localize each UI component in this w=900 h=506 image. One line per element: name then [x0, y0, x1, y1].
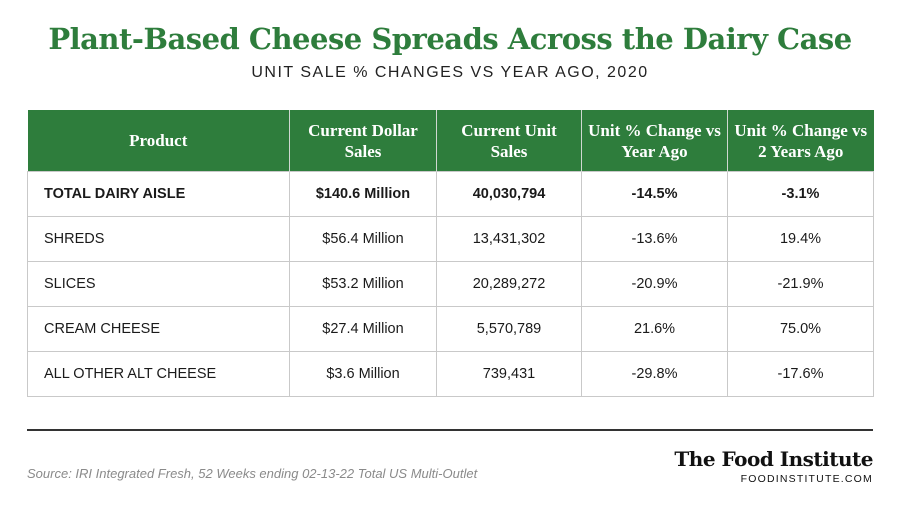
table-row: ALL OTHER ALT CHEESE $3.6 Million 739,43…: [27, 351, 874, 397]
table-cell-product: SHREDS: [27, 216, 290, 262]
page-subtitle: UNIT SALE % CHANGES VS YEAR AGO, 2020: [251, 64, 649, 81]
table-cell-unit-sales: 20,289,272: [436, 261, 582, 307]
table-row-total: TOTAL DAIRY AISLE $140.6 Million 40,030,…: [27, 171, 874, 217]
table-cell-product: CREAM CHEESE: [27, 306, 290, 352]
table-cell-change-year-ago: -13.6%: [581, 216, 728, 262]
table-cell-unit-sales: 5,570,789: [436, 306, 582, 352]
table-cell-change-year-ago: -20.9%: [581, 261, 728, 307]
table-cell-change-2-years-ago: -21.9%: [727, 261, 874, 307]
footer-divider: [27, 429, 873, 431]
table-cell-product: TOTAL DAIRY AISLE: [27, 171, 290, 217]
table-cell-unit-sales: 13,431,302: [436, 216, 582, 262]
source-note: Source: IRI Integrated Fresh, 52 Weeks e…: [27, 466, 478, 481]
table-cell-dollar-sales: $53.2 Million: [289, 261, 437, 307]
table-cell-dollar-sales: $3.6 Million: [289, 351, 437, 397]
table-cell-product: SLICES: [27, 261, 290, 307]
table-header-row: Product Current Dollar Sales Current Uni…: [27, 110, 874, 172]
brand-url: FOODINSTITUTE.COM: [740, 473, 873, 485]
table-cell-unit-sales: 40,030,794: [436, 171, 582, 217]
brand-name: The Food Institute: [674, 447, 873, 471]
table-row: SLICES $53.2 Million 20,289,272 -20.9% -…: [27, 261, 874, 307]
table-cell-dollar-sales: $56.4 Million: [289, 216, 437, 262]
table-cell-change-2-years-ago: -17.6%: [727, 351, 874, 397]
table-cell-product: ALL OTHER ALT CHEESE: [27, 351, 290, 397]
column-header-change-year-ago: Unit % Change vs Year Ago: [581, 110, 728, 172]
table-row: CREAM CHEESE $27.4 Million 5,570,789 21.…: [27, 306, 874, 352]
table-cell-change-2-years-ago: -3.1%: [727, 171, 874, 217]
brand-logo: The Food Institute FOODINSTITUTE.COM: [674, 447, 873, 485]
table-row: SHREDS $56.4 Million 13,431,302 -13.6% 1…: [27, 216, 874, 262]
column-header-dollar-sales: Current Dollar Sales: [289, 110, 437, 172]
table-cell-change-2-years-ago: 75.0%: [727, 306, 874, 352]
table-cell-change-year-ago: -14.5%: [581, 171, 728, 217]
table-cell-change-year-ago: -29.8%: [581, 351, 728, 397]
table-cell-dollar-sales: $140.6 Million: [289, 171, 437, 217]
table-cell-change-2-years-ago: 19.4%: [727, 216, 874, 262]
column-header-product: Product: [27, 110, 290, 172]
column-header-unit-sales: Current Unit Sales: [436, 110, 582, 172]
table-cell-dollar-sales: $27.4 Million: [289, 306, 437, 352]
column-header-change-2-years-ago: Unit % Change vs 2 Years Ago: [727, 110, 874, 172]
table-cell-change-year-ago: 21.6%: [581, 306, 728, 352]
table-cell-unit-sales: 739,431: [436, 351, 582, 397]
sales-table: Product Current Dollar Sales Current Uni…: [27, 110, 874, 397]
page-title: Plant-Based Cheese Spreads Across the Da…: [48, 22, 852, 56]
